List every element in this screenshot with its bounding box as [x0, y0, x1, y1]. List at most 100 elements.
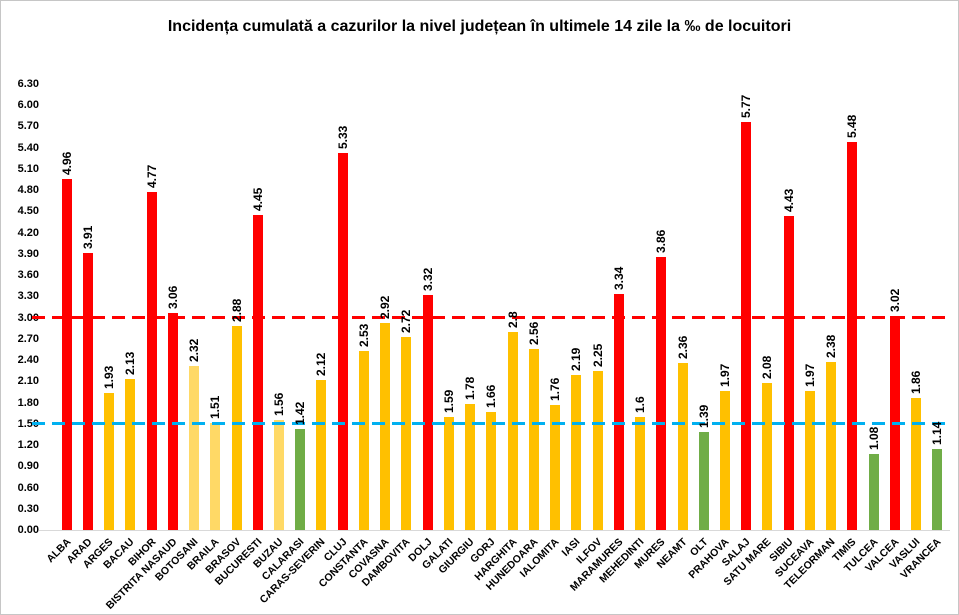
bar	[146, 192, 157, 530]
bar	[550, 405, 561, 530]
bar-value-label: 2.08	[760, 355, 775, 379]
bar-value-label: 2.8	[505, 311, 520, 328]
bar	[698, 431, 709, 530]
bar-value-label: 3.06	[165, 286, 180, 310]
bar	[252, 214, 263, 530]
bar	[720, 390, 730, 530]
bar	[82, 253, 93, 530]
y-tick-label: 6.30	[17, 78, 39, 90]
y-tick-label: 1.20	[17, 439, 39, 452]
y-tick-label: 3.60	[17, 269, 39, 282]
bar-value-label: 4.77	[144, 164, 159, 189]
bar-value-label: 5.48	[845, 114, 860, 139]
bar	[358, 350, 369, 530]
bar	[677, 362, 688, 530]
bar	[380, 323, 391, 530]
blue-threshold-line	[32, 422, 948, 426]
bar-value-label: 2.38	[824, 334, 839, 358]
bar-value-label: 2.92	[378, 295, 393, 320]
chart-title: Incidența cumulată a cazurilor la nivel …	[167, 18, 792, 35]
bar-value-label: 1.39	[696, 404, 711, 428]
bar	[104, 393, 115, 530]
bar	[592, 370, 603, 530]
bar-value-label: 4.43	[781, 189, 796, 213]
bar-value-label: 3.91	[80, 225, 95, 250]
bar	[189, 365, 200, 530]
bar	[804, 390, 815, 530]
bar	[167, 313, 178, 530]
bar-value-label: 1.42	[293, 402, 308, 426]
y-tick-label: 0.30	[17, 502, 39, 515]
bar-value-label: 3.34	[611, 266, 626, 290]
y-tick-label: 1.50	[17, 417, 39, 430]
bar-value-label: 2.12	[314, 352, 329, 376]
bar-value-label: 3.86	[654, 229, 669, 253]
bar	[507, 331, 518, 530]
bar-value-label: 2.72	[399, 310, 414, 334]
bar-value-label: 1.08	[866, 426, 881, 450]
bar-value-label: 4.45	[250, 187, 265, 211]
bar-value-label: 3.32	[420, 267, 435, 291]
bar-value-label: 1.78	[463, 376, 478, 400]
y-tick-label: 3.90	[17, 247, 39, 260]
bar-value-label: 1.76	[548, 378, 563, 402]
bar-value-label: 5.77	[739, 94, 754, 118]
bar	[210, 423, 221, 530]
bar	[932, 449, 943, 530]
plot-area: 4.96 3.91 1.93 2.13 4.77 3.06 2.32 1.51 2.88 4.45…	[32, 84, 948, 612]
x-axis-line	[39, 530, 950, 531]
bar	[61, 178, 72, 530]
bar-value-label: 1.86	[909, 370, 924, 395]
bar	[571, 374, 582, 530]
bar-value-label: 1.14	[930, 421, 945, 446]
bar	[316, 379, 327, 530]
y-tick-label: 3.00	[17, 311, 39, 324]
bar	[826, 361, 837, 530]
y-tick-label: 5.70	[17, 120, 39, 133]
bar	[422, 294, 433, 530]
bar-value-label: 4.96	[59, 151, 74, 175]
bar-value-label: 5.33	[335, 125, 350, 149]
bar-value-label: 2.53	[356, 323, 371, 347]
bar	[274, 419, 284, 530]
bar-value-label: 2.32	[187, 338, 202, 362]
y-tick-label: 3.30	[17, 290, 39, 303]
y-tick-label: 2.40	[17, 354, 39, 367]
bar	[465, 404, 476, 530]
bar-value-label: 1.97	[718, 363, 732, 387]
y-tick-label: 5.40	[17, 141, 39, 154]
bar	[762, 382, 773, 530]
bar	[911, 398, 922, 530]
red-threshold-line	[32, 316, 948, 320]
bar-value-label: 2.13	[123, 351, 138, 376]
bar-value-label: 1.66	[484, 385, 499, 409]
bar-value-label: 1.59	[441, 390, 456, 414]
bar-value-label: 2.25	[590, 343, 605, 367]
y-tick-label: 4.80	[17, 184, 39, 197]
bar	[337, 152, 348, 530]
y-tick-label: 2.70	[17, 332, 39, 345]
y-tick-label: 0.00	[17, 524, 39, 536]
bar-value-label: 1.97	[802, 363, 817, 387]
bar-value-label: 2.88	[229, 298, 244, 323]
bar-value-label: 1.93	[102, 366, 117, 390]
bar	[868, 453, 879, 530]
bar-value-label: 2.56	[526, 321, 541, 345]
bar-value-label: 3.02	[887, 288, 902, 313]
bar-value-label: 2.36	[675, 335, 690, 359]
bar-value-label: 1.56	[272, 392, 286, 416]
bar	[528, 348, 539, 530]
y-tick-label: 2.10	[17, 375, 39, 388]
y-tick-label: 4.50	[17, 205, 39, 218]
bar-value-label: 2.19	[569, 347, 584, 371]
bar	[295, 429, 306, 530]
bar	[231, 326, 242, 530]
bar	[613, 293, 624, 530]
y-tick-label: 1.80	[17, 396, 39, 409]
bar	[635, 416, 646, 530]
bar-value-label: 1.6	[633, 396, 648, 413]
bar	[741, 121, 752, 530]
y-tick-label: 0.60	[17, 481, 39, 494]
bar-value-label: 1.51	[208, 395, 223, 420]
